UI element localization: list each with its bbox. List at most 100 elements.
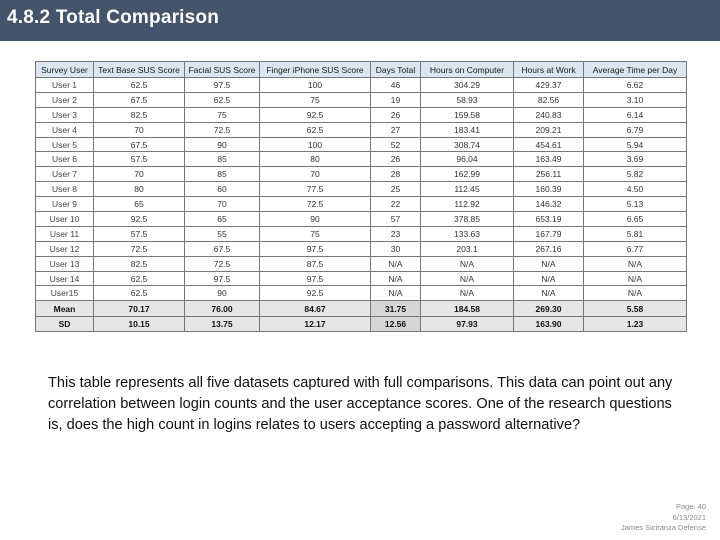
table-row: User 7 70 85 70 28 162.99 256.11 5.82 — [35, 166, 687, 183]
table-cell: 5.94 — [583, 136, 687, 153]
table-cell: 26 — [370, 151, 421, 168]
table-cell: 90 — [259, 211, 371, 227]
table-cell: 90 — [184, 136, 260, 153]
table-cell: 97.5 — [184, 270, 260, 287]
table-cell: 82.5 — [93, 255, 185, 272]
table-row: User 6 57.5 85 80 26 96.04 163.49 3.69 — [35, 151, 687, 168]
table-cell: 90 — [184, 285, 260, 302]
column-header: Facial SUS Score — [184, 61, 260, 78]
table-cell: 162.99 — [420, 166, 514, 183]
table-cell: 3.10 — [583, 91, 687, 108]
summary-cell: 5.58 — [583, 300, 687, 317]
summary-cell: 84.67 — [259, 300, 371, 317]
table-cell: 6.79 — [583, 121, 687, 138]
summary-row: Mean 70.17 76.00 84.67 31.75 184.58 269.30 5.58 — [35, 300, 687, 317]
table-cell: 72.5 — [184, 121, 260, 138]
table-cell: 100 — [259, 77, 371, 93]
table-cell: 6.65 — [583, 211, 687, 227]
table-cell: 97.5 — [259, 270, 371, 287]
table-cell: 92.5 — [93, 211, 185, 227]
summary-cell: 12.17 — [259, 315, 371, 333]
column-header: Days Total — [370, 61, 421, 78]
table-cell: 267.16 — [513, 240, 584, 257]
table-cell: 6.77 — [583, 240, 687, 257]
slide-title: 4.8.2 Total Comparison — [7, 7, 220, 28]
table-body: User 1 62.5 97.5 100 46 304.29 429.37 6.62 User … — [35, 77, 687, 333]
table-cell: 70 — [259, 166, 371, 183]
table-row: User 2 67.5 62.5 75 19 58.93 82.56 3.10 — [35, 91, 687, 108]
table-cell: 82.5 — [93, 106, 185, 123]
table-row: User 5 67.5 90 100 52 308.74 454.61 5.94 — [35, 136, 687, 153]
row-label-cell: User 10 — [35, 211, 94, 227]
table-header-row: Survey User Text Base SUS Score Facial SUS… — [35, 61, 687, 78]
table-row: User 13 82.5 72.5 87.5 N/A N/A N/A N/A — [35, 255, 687, 272]
table-row: User 12 72.5 67.5 97.5 30 203.1 267.16 6.77 — [35, 240, 687, 257]
column-header: Hours on Computer — [420, 61, 514, 78]
table-cell: 85 — [184, 166, 260, 183]
summary-cell: 70.17 — [93, 300, 185, 317]
column-header: Text Base SUS Score — [93, 61, 185, 78]
table-cell: 167.79 — [513, 225, 584, 242]
table-cell: 70 — [93, 121, 185, 138]
summary-cell: 163.90 — [513, 315, 584, 333]
table-cell: N/A — [420, 255, 514, 272]
table-cell: N/A — [370, 255, 421, 272]
table-cell: 55 — [184, 225, 260, 242]
table-row: User 8 80 60 77.5 25 112.45 160.39 4.50 — [35, 181, 687, 198]
table-cell: 62.5 — [93, 77, 185, 93]
table-row: User 3 82.5 75 92.5 26 159.58 240.83 6.14 — [35, 106, 687, 123]
table-cell: 67.5 — [184, 240, 260, 257]
summary-label-cell: SD — [35, 315, 94, 333]
summary-cell: 184.58 — [420, 300, 514, 317]
table-cell: 304.29 — [420, 77, 514, 93]
row-label-cell: User 3 — [35, 106, 94, 123]
table-cell: N/A — [420, 285, 514, 302]
table-cell: 112.45 — [420, 181, 514, 198]
slide-description: This table represents all five datasets … — [48, 375, 673, 433]
table-cell: 80 — [259, 151, 371, 168]
table-cell: 62.5 — [93, 285, 185, 302]
table-cell: 23 — [370, 225, 421, 242]
table-cell: 70 — [184, 196, 260, 213]
table-cell: 378.85 — [420, 211, 514, 227]
table-cell: 67.5 — [93, 91, 185, 108]
table-cell: 209.21 — [513, 121, 584, 138]
table-cell: N/A — [583, 270, 687, 287]
table-cell: 429.37 — [513, 77, 584, 93]
table-cell: 26 — [370, 106, 421, 123]
comparison-table-container: Survey User Text Base SUS Score Facial SUS… — [35, 61, 687, 333]
table-cell: 653.19 — [513, 211, 584, 227]
table-cell: N/A — [420, 270, 514, 287]
table-cell: 5.81 — [583, 225, 687, 242]
table-cell: 52 — [370, 136, 421, 153]
table-cell: 92.5 — [259, 285, 371, 302]
table-cell: 454.61 — [513, 136, 584, 153]
table-cell: 80 — [93, 181, 185, 198]
table-cell: 57 — [370, 211, 421, 227]
table-cell: 25 — [370, 181, 421, 198]
table-cell: 60 — [184, 181, 260, 198]
row-label-cell: User15 — [35, 285, 94, 302]
table-cell: 5.13 — [583, 196, 687, 213]
column-header: Finger iPhone SUS Score — [259, 61, 371, 78]
row-label-cell: User 13 — [35, 255, 94, 272]
table-cell: N/A — [513, 270, 584, 287]
table-cell: 27 — [370, 121, 421, 138]
table-cell: N/A — [370, 285, 421, 302]
footer-date: 6/13/2021 — [672, 512, 706, 522]
table-cell: 65 — [184, 211, 260, 227]
table-cell: 57.5 — [93, 225, 185, 242]
table-cell: 30 — [370, 240, 421, 257]
table-cell: 133.63 — [420, 225, 514, 242]
table-cell: 256.11 — [513, 166, 584, 183]
row-label-cell: User 6 — [35, 151, 94, 168]
table-cell: 70 — [93, 166, 185, 183]
summary-cell: 10.15 — [93, 315, 185, 333]
table-cell: 19 — [370, 91, 421, 108]
summary-cell: 12.56 — [370, 315, 421, 333]
summary-cell: 1.23 — [583, 315, 687, 333]
row-label-cell: User 11 — [35, 225, 94, 242]
table-cell: N/A — [583, 285, 687, 302]
table-cell: 240.83 — [513, 106, 584, 123]
table-cell: 160.39 — [513, 181, 584, 198]
